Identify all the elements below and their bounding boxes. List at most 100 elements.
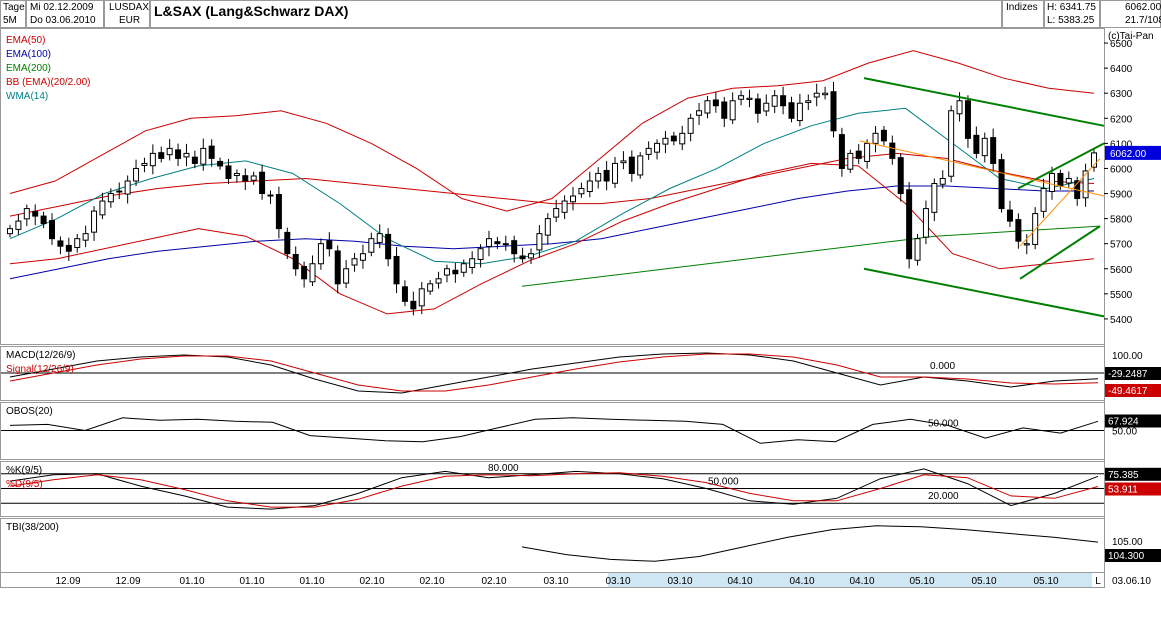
candle-body xyxy=(166,147,173,156)
date-to-label: Do 03.06.2010 xyxy=(30,15,96,26)
candle-body xyxy=(133,167,140,182)
tbi-line xyxy=(521,525,1099,562)
x-tick-label: 12.09 xyxy=(115,576,140,587)
x-tick-label: 01.10 xyxy=(299,576,324,587)
candle-body xyxy=(822,92,829,96)
stoch-80-label: 80.000 xyxy=(488,463,519,474)
trendline xyxy=(1019,158,1101,247)
candle-body xyxy=(284,231,291,255)
candle-body xyxy=(662,137,669,145)
candle-body xyxy=(780,95,787,107)
candle-body xyxy=(443,268,450,276)
candle-body xyxy=(838,134,845,169)
stoch-d-line xyxy=(9,472,1099,508)
candle-body xyxy=(511,240,518,255)
candle-body xyxy=(729,100,736,121)
stoch-k-last: 75.385 xyxy=(1108,470,1139,481)
header-last-box: 6062.00 21.7/1081 xyxy=(1100,0,1161,28)
candle-body xyxy=(485,238,492,247)
stoch-20-label: 20.000 xyxy=(928,491,959,502)
candle-body xyxy=(620,160,627,164)
signal-last-value-bg xyxy=(1105,384,1161,397)
signal-title: Signal(12/26/9) xyxy=(6,364,74,375)
candle-body xyxy=(175,149,182,159)
candle-body xyxy=(771,95,778,107)
candle-body xyxy=(107,193,114,203)
macd-axis-label: 100.00 xyxy=(1112,351,1143,362)
trendline xyxy=(863,77,1105,127)
candle-body xyxy=(393,255,400,285)
legend-entry: EMA(50) xyxy=(6,35,45,46)
candle-body xyxy=(418,288,425,307)
candle-body xyxy=(948,110,955,177)
trendline xyxy=(859,140,1105,197)
y-tick-label: 6400 xyxy=(1110,64,1133,75)
x-tick-label: 12.09 xyxy=(55,576,80,587)
candle-body xyxy=(376,233,383,243)
header-category-box: Indizes xyxy=(1002,0,1044,28)
candle-body xyxy=(578,188,585,195)
y-tick-label: 6200 xyxy=(1110,114,1133,125)
y-tick-label: 5500 xyxy=(1110,290,1133,301)
candle-body xyxy=(738,95,745,100)
candle-body xyxy=(351,258,358,266)
candle-body xyxy=(931,182,938,213)
candle-body xyxy=(1040,188,1047,212)
macd-title: MACD(12/26/9) xyxy=(6,350,75,361)
candle-body xyxy=(334,250,341,285)
candle-body xyxy=(1091,152,1097,168)
candle-body xyxy=(1065,177,1072,184)
ema100-line xyxy=(9,185,1094,280)
candle-body xyxy=(998,159,1005,210)
header-symbol-box: LUSDAX EUR xyxy=(104,0,150,28)
x-tick-label: L xyxy=(1095,576,1101,587)
candle-body xyxy=(981,137,988,157)
candle-body xyxy=(225,165,232,179)
y-tick-label: 5800 xyxy=(1110,215,1133,226)
candle-body xyxy=(973,134,980,154)
candle-body xyxy=(922,208,929,238)
candle-body xyxy=(1015,219,1022,242)
candle-body xyxy=(502,243,509,246)
y-tick-label: 5900 xyxy=(1110,190,1133,201)
stoch-50-label: 50.000 xyxy=(708,477,739,488)
candle-body xyxy=(654,142,661,153)
obos-mid-label: 50.000 xyxy=(928,419,959,430)
header-range-box: H: 6341.75 L: 5383.25 xyxy=(1044,0,1100,28)
candle-body xyxy=(275,194,282,230)
candle-body xyxy=(595,172,602,182)
stoch-d-title: %D(9/5) xyxy=(6,479,43,490)
candle-body xyxy=(897,157,904,195)
candle-body xyxy=(679,132,686,145)
candle-body xyxy=(141,162,148,166)
category-label: Indizes xyxy=(1006,2,1038,13)
candle-body xyxy=(385,233,392,260)
candle-body xyxy=(359,253,366,261)
candle-body xyxy=(57,240,64,247)
candle-body xyxy=(855,150,862,159)
ema50-line xyxy=(9,152,1095,217)
candle-body xyxy=(242,175,249,182)
candle-body xyxy=(292,253,299,270)
x-tick-label: 01.10 xyxy=(239,576,264,587)
period-top-label: Tage xyxy=(3,2,25,13)
candle-body xyxy=(343,268,350,284)
macd-last-value: -29.2487 xyxy=(1108,369,1148,380)
legend-entry: EMA(200) xyxy=(6,63,51,74)
bb-upper-line xyxy=(9,50,1095,212)
candle-body xyxy=(250,175,257,181)
candle-body xyxy=(939,177,946,185)
candle-body xyxy=(116,190,123,193)
header-date-box: Mi 02.12.2009 Do 03.06.2010 xyxy=(26,0,104,28)
header-period-box[interactable]: Tage 5M xyxy=(0,0,26,28)
candle-body xyxy=(1082,170,1089,199)
candle-body xyxy=(1048,172,1055,193)
candle-body xyxy=(553,208,560,218)
obos-axis-label: 50.00 xyxy=(1112,427,1137,438)
candle-body xyxy=(906,189,913,260)
macd-zero-label: 0.000 xyxy=(930,361,955,372)
candle-body xyxy=(208,145,215,159)
x-tick-label: 03.10 xyxy=(543,576,568,587)
candle-body xyxy=(990,137,997,164)
